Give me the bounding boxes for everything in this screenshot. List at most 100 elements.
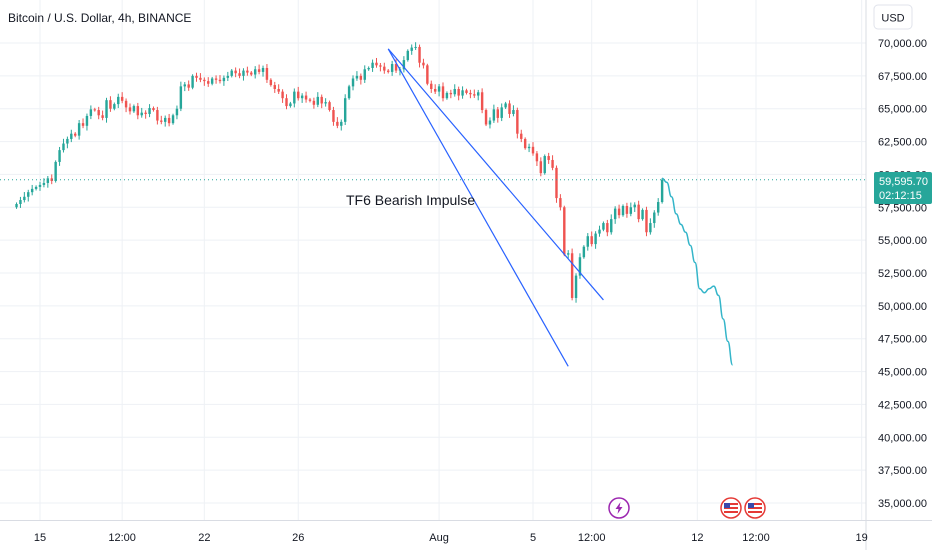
projection-path[interactable] bbox=[661, 177, 734, 366]
candle bbox=[551, 155, 554, 171]
candle-body bbox=[308, 99, 312, 101]
candle bbox=[437, 84, 441, 97]
candle bbox=[523, 137, 527, 150]
candle-body bbox=[347, 86, 351, 99]
candle bbox=[516, 107, 519, 139]
candle-body bbox=[551, 159, 554, 168]
us-flag-event-icon[interactable] bbox=[744, 497, 766, 519]
trendline[interactable] bbox=[387, 48, 569, 367]
candle-body bbox=[363, 69, 366, 80]
candle bbox=[191, 74, 194, 90]
candle bbox=[253, 66, 257, 79]
candle bbox=[160, 115, 163, 125]
candle-body bbox=[516, 110, 519, 134]
candle bbox=[457, 86, 460, 101]
candle-body bbox=[629, 207, 633, 214]
candle bbox=[430, 80, 433, 93]
time-axis-tick-label: 12:00 bbox=[578, 532, 606, 544]
candle bbox=[527, 143, 531, 153]
candle-body bbox=[422, 62, 425, 66]
candle bbox=[504, 101, 507, 109]
candle bbox=[257, 64, 261, 75]
candle bbox=[27, 189, 30, 202]
candle bbox=[171, 113, 175, 125]
candle bbox=[222, 75, 226, 86]
candle-body bbox=[167, 117, 171, 124]
drawings-layer bbox=[387, 48, 734, 367]
candle bbox=[15, 202, 18, 209]
candle bbox=[101, 110, 104, 121]
candle bbox=[19, 196, 22, 208]
candle bbox=[355, 71, 359, 81]
candle bbox=[645, 206, 648, 237]
candle-body bbox=[148, 108, 151, 114]
candle bbox=[30, 184, 34, 196]
candle bbox=[418, 44, 421, 68]
candle-body bbox=[430, 83, 433, 89]
candle-body bbox=[163, 117, 167, 122]
price-axis-tick-label: 47,500.00 bbox=[878, 334, 927, 346]
candle-body bbox=[42, 182, 46, 185]
price-axis-tick-label: 45,000.00 bbox=[878, 367, 927, 379]
candle-body bbox=[484, 110, 488, 125]
candle bbox=[23, 192, 26, 203]
candle bbox=[477, 89, 480, 101]
last-price-countdown: 02:12:15 bbox=[879, 190, 922, 202]
candle-body bbox=[527, 146, 531, 149]
candle bbox=[328, 100, 331, 112]
lightning-event-icon[interactable] bbox=[608, 497, 630, 519]
candle-body bbox=[15, 204, 18, 208]
candle bbox=[46, 176, 50, 188]
trendline[interactable] bbox=[387, 48, 604, 301]
candle-body bbox=[653, 212, 656, 224]
candle bbox=[539, 157, 543, 177]
annotation-text[interactable]: TF6 Bearish Impulse bbox=[346, 192, 475, 208]
candle-body bbox=[242, 70, 245, 76]
candle-body bbox=[488, 120, 492, 125]
candle-body bbox=[437, 86, 441, 92]
candle-body bbox=[156, 110, 159, 121]
candle bbox=[183, 82, 186, 92]
time-axis-tick-label: 5 bbox=[530, 532, 536, 544]
candle-body bbox=[598, 229, 601, 234]
candle bbox=[610, 214, 613, 235]
candle bbox=[500, 103, 503, 122]
candle-body bbox=[207, 81, 210, 84]
candle-body bbox=[289, 103, 292, 107]
currency-button[interactable]: USD bbox=[873, 4, 913, 30]
price-axis-tick-label: 52,500.00 bbox=[878, 268, 927, 280]
price-axis-tick-label: 35,000.00 bbox=[878, 498, 927, 510]
candle bbox=[343, 94, 347, 126]
candle-body bbox=[539, 161, 543, 174]
time-axis-tick-label: 12 bbox=[691, 532, 703, 544]
candle-body bbox=[332, 110, 335, 122]
candle bbox=[363, 65, 366, 83]
candle bbox=[124, 98, 128, 113]
candle-body bbox=[414, 46, 417, 48]
candle-body bbox=[277, 89, 280, 92]
candle bbox=[433, 84, 437, 94]
candle bbox=[582, 245, 586, 259]
price-axis: 35,000.00 37,500.00 40,000.00 42,500.00 45,0… bbox=[878, 38, 927, 510]
candle bbox=[195, 72, 198, 82]
candle-body bbox=[465, 90, 468, 93]
candle bbox=[293, 88, 296, 108]
candle bbox=[97, 106, 100, 120]
candle-body bbox=[50, 178, 53, 181]
candle bbox=[281, 89, 284, 103]
candle-body bbox=[109, 100, 112, 109]
candle bbox=[637, 200, 640, 223]
candle-body bbox=[124, 100, 128, 108]
us-flag-event-icon[interactable] bbox=[720, 497, 742, 519]
candle bbox=[402, 56, 406, 73]
candle bbox=[480, 88, 484, 114]
candle-body bbox=[27, 192, 30, 197]
candle-body bbox=[613, 208, 617, 220]
candle-body bbox=[570, 253, 574, 298]
candle-body bbox=[316, 96, 320, 105]
candle bbox=[77, 120, 81, 140]
last-price-value: 59,595.70 bbox=[879, 176, 928, 188]
candle bbox=[203, 77, 206, 86]
